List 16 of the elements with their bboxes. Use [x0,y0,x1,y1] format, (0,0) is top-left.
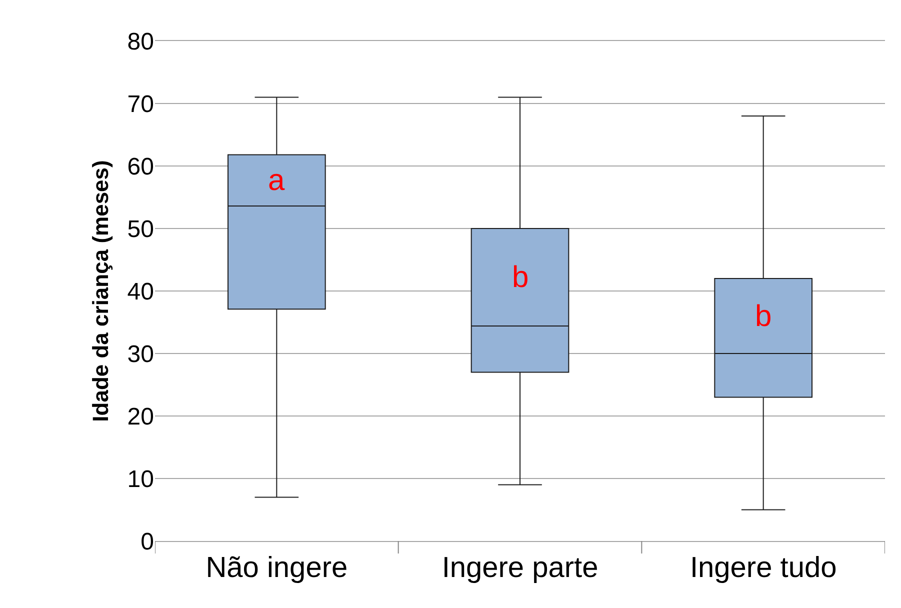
y-tick-label: 20 [127,403,154,430]
x-tick-label: Ingere tudo [690,552,837,584]
annotation: b [512,261,529,294]
y-tick-label: 60 [127,153,154,180]
y-tick-label: 30 [127,340,154,368]
annotation: a [268,164,285,197]
y-tick-label: 50 [127,216,154,243]
y-tick-label: 10 [127,466,154,493]
x-tick-label: Não ingere [206,552,348,584]
y-axis-title: Idade da criança (meses) [88,160,114,422]
y-tick-label: 80 [127,28,154,56]
x-tick-label: Ingere parte [442,552,598,584]
y-tick-label: 0 [140,528,154,556]
y-tick-label: 40 [127,278,154,306]
y-tick-label: 70 [127,90,154,118]
annotation: b [755,300,772,333]
